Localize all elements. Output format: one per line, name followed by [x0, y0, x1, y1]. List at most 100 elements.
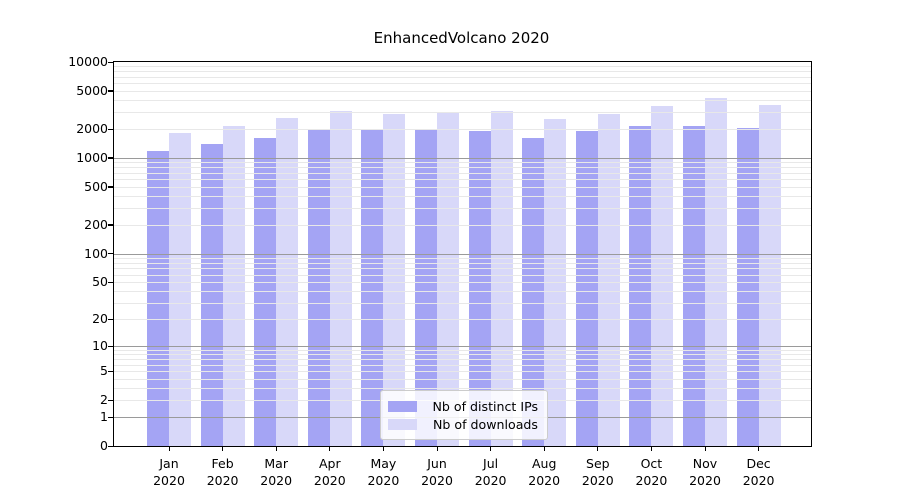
bar-distinct-ips-sep — [575, 131, 598, 446]
y-tick-mark — [108, 157, 113, 159]
bar-distinct-ips-jul — [468, 131, 491, 446]
y-tick-label: 500 — [84, 178, 108, 194]
legend-item-distinct-ips: Nb of distinct IPs — [388, 397, 538, 415]
x-tick-mark — [436, 446, 438, 451]
y-tick-mark — [108, 253, 113, 255]
legend-label-downloads: Nb of downloads — [432, 416, 538, 432]
gridline-minor — [114, 274, 811, 276]
bar-distinct-ips-feb — [200, 143, 223, 446]
y-tick-label: 10 — [92, 338, 108, 354]
gridline-minor — [114, 364, 811, 366]
gridline-minor — [114, 196, 811, 198]
x-tick-label-apr: Apr 2020 — [313, 456, 346, 488]
x-tick-label-may: May 2020 — [367, 456, 400, 488]
x-tick-label-nov: Nov 2020 — [689, 456, 721, 488]
x-tick-label-oct: Oct 2020 — [635, 456, 668, 488]
gridline-minor — [114, 100, 811, 102]
gridline-minor — [114, 359, 811, 361]
x-tick-label-dec: Dec 2020 — [742, 456, 775, 488]
gridline-minor — [114, 179, 811, 181]
x-tick-label-feb: Feb 2020 — [206, 456, 239, 488]
y-tick-mark — [108, 224, 113, 226]
legend-label-distinct-ips: Nb of distinct IPs — [432, 398, 538, 414]
y-tick-label: 200 — [84, 216, 108, 232]
x-tick-label-sep: Sep 2020 — [581, 456, 614, 488]
y-tick-mark — [108, 370, 113, 372]
y-tick-label: 2 — [100, 392, 108, 408]
gridline-minor — [114, 388, 811, 390]
x-tick-mark — [704, 446, 706, 451]
y-tick-mark — [108, 128, 113, 130]
gridline-minor — [114, 350, 811, 351]
x-tick-mark — [650, 446, 653, 451]
y-tick-mark — [108, 90, 113, 92]
gridline-minor — [114, 172, 811, 174]
gridline-minor — [114, 302, 811, 304]
x-tick-mark — [275, 446, 277, 451]
bar-downloads-oct — [651, 105, 674, 446]
gridline-major — [114, 253, 811, 255]
gridline-minor — [114, 90, 811, 92]
gridline-minor — [114, 71, 811, 73]
gridline-major — [114, 346, 811, 348]
gridline-minor — [114, 378, 811, 380]
bar-downloads-nov — [705, 97, 727, 446]
y-tick-mark — [108, 281, 113, 283]
y-tick-label: 50 — [92, 274, 108, 290]
bar-downloads-sep — [597, 114, 620, 446]
y-tick-label: 20 — [92, 311, 108, 327]
bar-downloads-jul — [490, 111, 513, 446]
y-tick-label: 10000 — [68, 54, 108, 69]
x-tick-label-jul: Jul 2020 — [474, 456, 507, 488]
gridline-minor — [114, 354, 811, 356]
bar-downloads-may — [383, 114, 406, 446]
chart-title: EnhancedVolcano 2020 — [373, 29, 550, 47]
gridline-minor — [114, 162, 811, 164]
x-tick-mark — [382, 446, 385, 451]
y-tick-label: 2000 — [76, 121, 108, 137]
legend-swatch-downloads — [388, 418, 417, 430]
y-tick-mark — [108, 445, 113, 447]
bar-distinct-ips-jan — [147, 150, 169, 446]
gridline-minor — [114, 224, 811, 226]
x-tick-mark — [597, 446, 599, 451]
x-tick-mark — [222, 446, 224, 451]
y-tick-mark — [108, 399, 113, 401]
x-tick-mark — [490, 446, 492, 451]
y-tick-label: 1000 — [76, 149, 108, 165]
gridline-major — [114, 157, 811, 159]
x-tick-mark — [329, 446, 331, 451]
x-tick-label-aug: Aug 2020 — [528, 456, 561, 488]
y-tick-label: 0 — [100, 438, 108, 453]
y-tick-mark — [108, 318, 113, 320]
bar-downloads-jan — [169, 133, 191, 446]
y-tick-mark — [108, 61, 113, 63]
x-tick-label-jan: Jan 2020 — [153, 456, 185, 488]
bar-distinct-ips-nov — [683, 125, 705, 446]
x-tick-mark — [758, 446, 760, 451]
gridline-minor — [114, 186, 811, 188]
bar-downloads-feb — [222, 126, 245, 446]
bar-downloads-jun — [437, 112, 459, 446]
legend-item-downloads: Nb of downloads — [388, 415, 538, 433]
legend-swatch-distinct-ips — [388, 400, 417, 412]
bar-distinct-ips-apr — [307, 129, 330, 446]
y-tick-label: 1 — [100, 409, 108, 425]
gridline-minor — [114, 208, 811, 210]
y-tick-label: 5000 — [76, 82, 108, 98]
gridline-minor — [114, 66, 811, 68]
bar-downloads-mar — [276, 117, 299, 446]
bar-distinct-ips-dec — [736, 128, 759, 446]
gridline-minor — [114, 319, 811, 321]
x-tick-mark — [543, 446, 545, 451]
gridline-minor — [114, 83, 811, 85]
gridline-minor — [114, 129, 811, 131]
bar-downloads-apr — [329, 110, 352, 446]
gridline-minor — [114, 76, 811, 78]
gridline-minor — [114, 262, 811, 264]
gridline-minor — [114, 257, 811, 259]
x-tick-mark — [168, 446, 170, 451]
legend: Nb of distinct IPs Nb of downloads — [380, 390, 548, 440]
